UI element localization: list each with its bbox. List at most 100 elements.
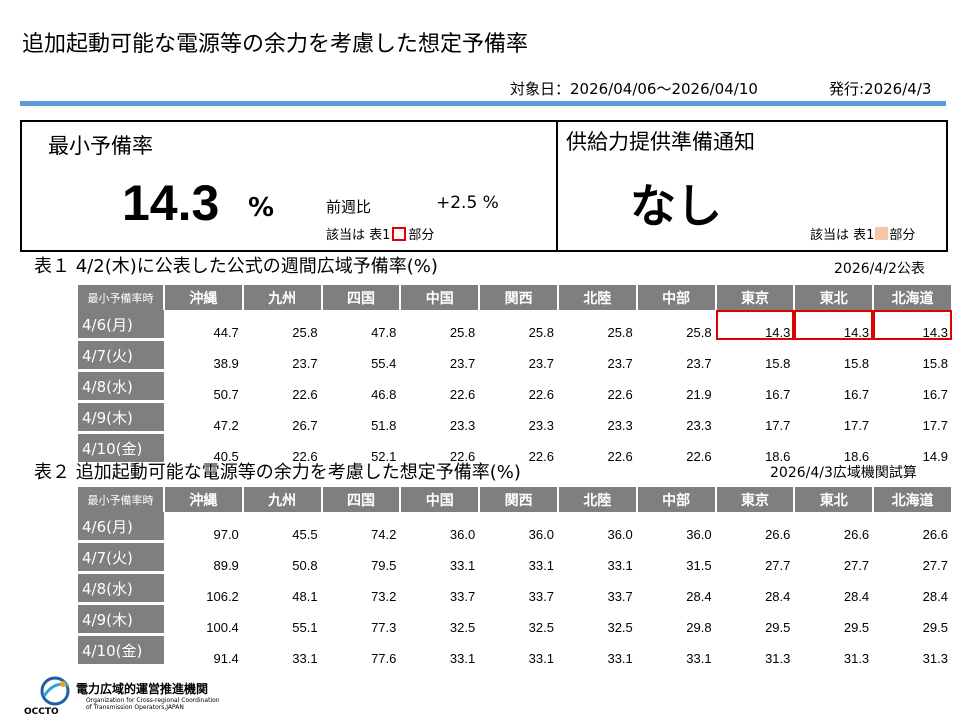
table-row: 4/8(水) 106.2 48.1 73.2 33.7 33.7 33.7 28.4 28.4 2…	[78, 572, 952, 605]
table-cell: 29.8	[686, 619, 712, 635]
table-cell: 55.4	[371, 355, 397, 371]
column-header: 中国	[400, 487, 481, 512]
table-cell: 23.7	[528, 355, 554, 371]
row-day-label: 4/9(木)	[78, 401, 164, 434]
table-cell: 17.7	[922, 417, 948, 433]
table1-date: 2026/4/2公表	[834, 261, 925, 277]
table-cell: 22.6	[449, 448, 476, 464]
table-cell: 40.5	[213, 448, 239, 464]
table-cell: 27.7	[765, 557, 791, 573]
row-day-label: 4/6(月)	[78, 512, 164, 543]
table-row: 4/9(木) 47.2 26.7 51.8 23.3 23.3 23.3 23.3 17.7 17…	[78, 401, 952, 434]
organization-name-en: Organization for Cross-regional Coordina…	[86, 697, 220, 711]
row-day-label: 4/10(金)	[78, 432, 164, 465]
table-header-row: 最小予備率時 沖縄 九州 四国 中国 関西 北陸 中部 東京 東北 北海道	[78, 285, 953, 310]
table-cell: 33.1	[449, 650, 476, 666]
applies-note-peach: 該当は 表1 部分	[810, 224, 915, 243]
table-cell: 22.6	[449, 386, 476, 402]
table-cell: 16.7	[765, 386, 791, 402]
table2-caption: 表２ 追加起動可能な電源等の余力を考慮した想定予備率(%)	[34, 462, 521, 483]
table1-caption: 表１ 4/2(木)に公表した公式の週間広域予備率(%)	[34, 256, 438, 277]
table-cell: 23.3	[607, 417, 633, 433]
table2: 最小予備率時 沖縄 九州 四国 中国 関西 北陸 中部 東京 東北 北海道 4/6(月) 97.0 45…	[78, 487, 953, 667]
applies-prefix: 該当は 表1	[810, 228, 875, 243]
table-cell: 36.0	[528, 526, 554, 542]
table-cell: 73.2	[371, 588, 397, 604]
supply-notice-label: 供給力提供準備通知	[566, 130, 755, 154]
table-cell: 16.7	[922, 386, 948, 402]
column-header: 関西	[479, 285, 559, 310]
corner-header: 最小予備率時	[78, 487, 165, 512]
summary-box	[20, 120, 948, 252]
table-cell: 26.6	[922, 526, 948, 542]
table-cell: 22.6	[292, 448, 318, 464]
column-header: 北陸	[557, 285, 638, 310]
applies-note-red: 該当は 表1 部分	[326, 224, 434, 243]
table-row: 4/10(金) 40.5 22.6 52.1 22.6 22.6 22.6 22.6 18.6 1…	[78, 432, 952, 465]
table-cell: 33.1	[607, 557, 633, 573]
week-over-week-label: 前週比	[326, 198, 372, 216]
header-divider	[20, 101, 946, 106]
table-cell: 17.7	[843, 417, 870, 433]
table-cell: 33.1	[528, 557, 554, 573]
table-cell: 23.3	[528, 417, 554, 433]
table-cell: 32.5	[449, 619, 476, 635]
table-cell: 52.1	[371, 448, 397, 464]
table-row: 4/7(火) 38.9 23.7 55.4 23.7 23.7 23.7 23.7 15.8 15…	[78, 339, 952, 372]
column-header: 中国	[400, 285, 481, 310]
table-cell: 25.8	[686, 324, 712, 340]
target-period: 対象日：2026/04/06～2026/04/10	[510, 80, 758, 98]
table-cell: 55.1	[292, 619, 318, 635]
table-cell: 29.5	[922, 619, 948, 635]
table-cell: 25.8	[528, 324, 554, 340]
table-cell: 29.5	[765, 619, 791, 635]
column-header: 沖縄	[164, 285, 244, 310]
table-cell: 38.9	[213, 355, 239, 371]
column-header: 四国	[321, 285, 402, 310]
table-cell: 23.3	[449, 417, 476, 433]
column-header: 中部	[636, 285, 717, 310]
table-cell: 50.7	[213, 386, 239, 402]
table-cell: 14.9	[922, 448, 948, 464]
table-cell: 50.8	[292, 557, 318, 573]
table-cell: 47.8	[371, 324, 397, 340]
table-cell: 31.3	[843, 650, 870, 666]
table-cell: 18.6	[843, 448, 870, 464]
row-day-label: 4/6(月)	[78, 310, 164, 341]
table-cell: 23.7	[292, 355, 318, 371]
table-cell: 15.8	[922, 355, 948, 371]
column-header: 東京	[715, 487, 796, 512]
table-cell: 22.6	[607, 386, 633, 402]
table-cell: 28.4	[765, 588, 791, 604]
table-cell: 32.5	[528, 619, 554, 635]
row-day-label: 4/7(火)	[78, 541, 164, 574]
table-cell: 33.7	[449, 588, 476, 604]
table-cell: 16.7	[843, 386, 870, 402]
column-header: 中部	[636, 487, 717, 512]
red-square-icon	[392, 226, 407, 241]
table-cell: 44.7	[213, 324, 239, 340]
table-cell: 47.2	[213, 417, 239, 433]
table-cell: 25.8	[292, 324, 318, 340]
table-cell: 15.8	[765, 355, 791, 371]
column-header: 東京	[715, 285, 796, 310]
table-cell: 33.1	[449, 557, 476, 573]
table-cell: 22.6	[528, 386, 554, 402]
column-header: 沖縄	[164, 487, 244, 512]
table-row: 4/8(水) 50.7 22.6 46.8 22.6 22.6 22.6 21.9 16.7 16…	[78, 370, 952, 403]
table-cell: 33.1	[607, 650, 633, 666]
table-cell: 27.7	[922, 557, 948, 573]
table-cell: 23.7	[686, 355, 712, 371]
occto-logo-icon	[40, 676, 70, 706]
row-day-label: 4/8(水)	[78, 370, 164, 403]
table-cell: 22.6	[686, 448, 712, 464]
table-cell: 74.2	[371, 526, 397, 542]
column-header: 九州	[242, 285, 323, 310]
row-day-label: 4/7(火)	[78, 339, 164, 372]
column-header: 北陸	[557, 487, 638, 512]
min-reserve-label: 最小予備率	[48, 134, 153, 158]
table-cell: 22.6	[292, 386, 318, 402]
table-row: 4/9(木) 100.4 55.1 77.3 32.5 32.5 32.5 29.8 29.5 2…	[78, 603, 952, 636]
row-day-label: 4/8(水)	[78, 572, 164, 605]
table-cell: 89.9	[213, 557, 239, 573]
